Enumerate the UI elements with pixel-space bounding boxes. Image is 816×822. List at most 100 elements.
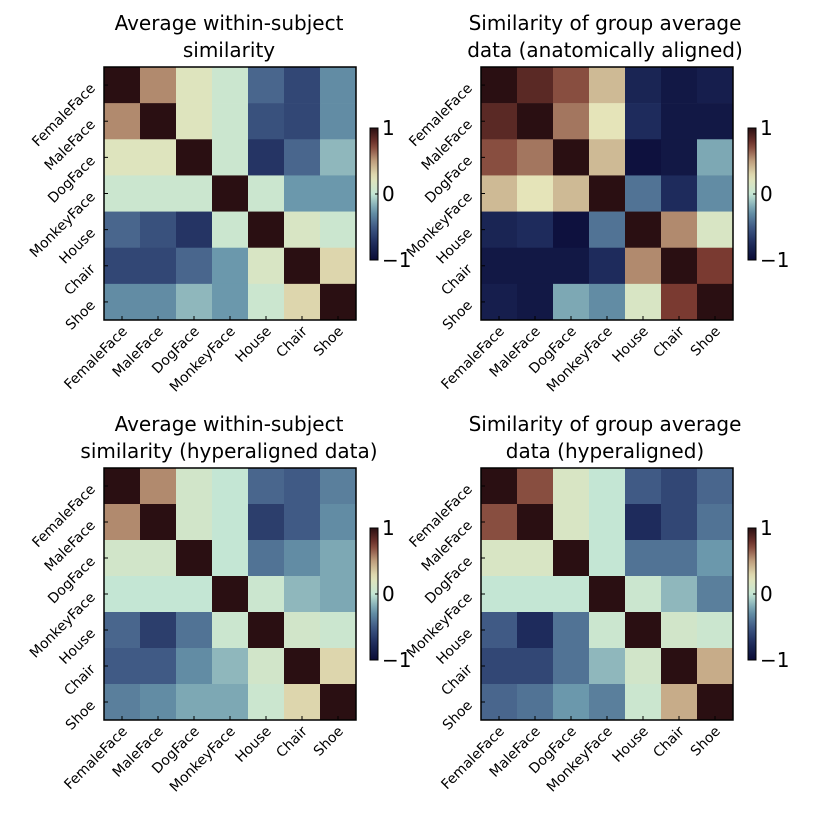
heatmap-cell-monkeyface-shoe (697, 576, 734, 613)
colorbar-tick-label: −1 (760, 248, 789, 272)
x-tick-label-chair: Chair (650, 323, 688, 361)
chart-title-line-2: data (anatomically aligned) (467, 38, 743, 62)
heatmap-cell-monkeyface-maleface (140, 175, 177, 212)
heatmap-cell-house-femaleface (104, 612, 141, 649)
heatmap-cell-monkeyface-dogface (176, 576, 213, 613)
x-tick-label-chair: Chair (650, 723, 688, 761)
heatmap-cell-chair-maleface (140, 648, 177, 685)
heatmap-cell-shoe-monkeyface (212, 283, 249, 321)
heatmap-cell-shoe-chair (284, 684, 321, 721)
heatmap-cell-shoe-house (248, 684, 285, 721)
y-tick-label-shoe: Shoe (440, 297, 476, 333)
heatmap-cell-monkeyface-chair (284, 576, 321, 613)
heatmap-cell-monkeyface-chair (284, 175, 321, 212)
heatmap-cell-shoe-shoe (320, 684, 357, 721)
heatmap-cell-chair-femaleface (104, 648, 141, 685)
heatmap-cell-shoe-dogface (553, 684, 590, 721)
colorbar-tick-label: −1 (760, 648, 789, 672)
heatmap-cell-chair-maleface (517, 648, 554, 685)
heatmap-cell-femaleface-maleface (517, 468, 554, 505)
heatmap-cell-femaleface-monkeyface (589, 67, 626, 104)
heatmap-cell-dogface-monkeyface (212, 139, 249, 176)
heatmap-cell-house-maleface (517, 211, 554, 249)
heatmap-cell-femaleface-maleface (140, 67, 177, 104)
heatmap-cell-maleface-monkeyface (212, 103, 249, 140)
heatmap-cell-femaleface-dogface (553, 67, 590, 104)
heatmap-cell-femaleface-monkeyface (212, 67, 249, 104)
heatmap-cell-shoe-shoe (320, 283, 357, 321)
heatmap-cell-chair-shoe (320, 247, 357, 285)
heatmap-cell-femaleface-chair (661, 468, 698, 505)
heatmap-cell-maleface-house (625, 504, 662, 541)
heatmap-cell-femaleface-house (248, 468, 285, 505)
colorbar-tick-label: 0 (760, 182, 773, 206)
heatmap-cell-shoe-femaleface (481, 684, 518, 721)
heatmap-cell-dogface-dogface (553, 139, 590, 176)
heatmap-cell-house-house (248, 612, 285, 649)
heatmap-cell-femaleface-maleface (517, 67, 554, 104)
heatmap-cell-monkeyface-shoe (320, 576, 357, 613)
chart-title-line-2: data (hyperaligned) (506, 439, 705, 463)
colorbar: 1 0 −1 (747, 516, 789, 672)
colorbar-tick-label: 0 (760, 582, 773, 606)
heatmap-cell-shoe-shoe (697, 283, 734, 321)
heatmap-cell-dogface-dogface (176, 139, 213, 176)
heatmap-cell-dogface-house (248, 139, 285, 176)
heatmap-cell-monkeyface-dogface (553, 576, 590, 613)
heatmap-cell-house-monkeyface (589, 211, 626, 249)
heatmap-cell-maleface-femaleface (104, 103, 141, 140)
chart-title-line-1: Average within-subject (115, 11, 344, 35)
heatmap-cell-dogface-chair (661, 139, 698, 176)
heatmap-cell-house-chair (661, 211, 698, 249)
heatmap-cell-chair-house (248, 247, 285, 285)
heatmap-cell-house-shoe (320, 211, 357, 249)
heatmap-cell-shoe-dogface (176, 684, 213, 721)
heatmap-cell-femaleface-shoe (320, 468, 357, 505)
heatmap-cell-chair-chair (284, 648, 321, 685)
heatmap-cell-house-chair (661, 612, 698, 649)
heatmap-cell-house-dogface (553, 211, 590, 249)
heatmap-cell-monkeyface-femaleface (104, 576, 141, 613)
heatmap-cell-house-shoe (697, 612, 734, 649)
heatmap-cell-femaleface-femaleface (481, 468, 518, 505)
heatmap-cell-shoe-maleface (517, 283, 554, 321)
chart-title-line-2: similarity (183, 38, 275, 62)
heatmap-cell-maleface-chair (284, 103, 321, 140)
heatmap-cell-maleface-maleface (140, 504, 177, 541)
heatmap-cell-shoe-house (248, 283, 285, 321)
heatmap-cell-femaleface-chair (284, 67, 321, 104)
colorbar-tick-label: 1 (382, 516, 395, 540)
colorbar: 1 0 −1 (747, 116, 789, 272)
heatmap-cell-monkeyface-maleface (517, 576, 554, 613)
heatmap-cell-chair-dogface (176, 648, 213, 685)
heatmap-cell-chair-dogface (176, 247, 213, 285)
chart-title-line-1: Similarity of group average (469, 11, 742, 35)
heatmap-cell-maleface-chair (284, 504, 321, 541)
heatmap-cell-femaleface-monkeyface (212, 468, 249, 505)
colorbar-tick-label: 1 (382, 116, 395, 140)
heatmap-cell-shoe-femaleface (104, 684, 141, 721)
heatmap-cell-dogface-maleface (140, 540, 177, 577)
heatmap-cell-maleface-chair (661, 103, 698, 140)
heatmap-cell-chair-dogface (553, 648, 590, 685)
heatmap-cell-femaleface-house (248, 67, 285, 104)
heatmap-cell-shoe-maleface (517, 684, 554, 721)
heatmap-cell-house-monkeyface (212, 211, 249, 249)
heatmap-cell-femaleface-shoe (697, 67, 734, 104)
heatmap-cell-shoe-monkeyface (589, 684, 626, 721)
colorbar-tick-label: 1 (760, 116, 773, 140)
heatmap-cell-house-house (625, 612, 662, 649)
heatmap-cell-chair-femaleface (481, 648, 518, 685)
heatmap-cell-femaleface-femaleface (481, 67, 518, 104)
colorbar-tick-label: −1 (382, 648, 411, 672)
heatmap-cell-maleface-femaleface (104, 504, 141, 541)
heatmap-cell-chair-house (248, 648, 285, 685)
heatmap-cell-chair-shoe (697, 648, 734, 685)
heatmap-cell-dogface-chair (284, 139, 321, 176)
heatmap-cell-maleface-dogface (176, 504, 213, 541)
heatmap-cell-house-dogface (176, 612, 213, 649)
heatmap-cell-femaleface-shoe (320, 67, 357, 104)
heatmap-cell-maleface-house (625, 103, 662, 140)
heatmap-cell-monkeyface-chair (661, 175, 698, 212)
heatmap-cell-femaleface-femaleface (104, 468, 141, 505)
